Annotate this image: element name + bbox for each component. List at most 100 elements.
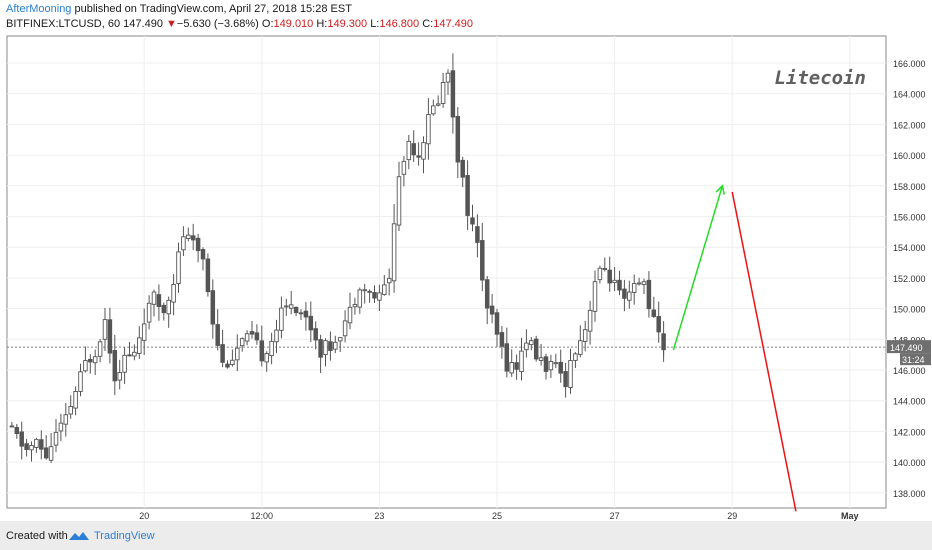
candle-up — [435, 103, 441, 106]
candle-down — [107, 319, 113, 354]
candle-up — [553, 362, 559, 365]
candle-up — [578, 340, 583, 355]
last-price-label: 147.490 — [890, 343, 923, 353]
candle-up — [151, 291, 157, 305]
open-label: O: — [261, 18, 274, 30]
down-arrow-icon: ▼ — [166, 18, 177, 30]
candle-up — [274, 329, 279, 343]
footer-bar: Created with TradingView — [0, 521, 932, 550]
y-tick-label: 156.000 — [893, 213, 926, 223]
candle-up — [284, 305, 289, 308]
candle-up — [73, 391, 78, 409]
candle-down — [156, 294, 162, 308]
candle-up — [166, 299, 171, 315]
countdown-label: 31:24 — [902, 355, 925, 365]
x-tick-label: 27 — [610, 511, 620, 521]
ohlc-line: BITFINEX:LTCUSD, 60 147.490 ▼−5.630 (−3.… — [6, 18, 473, 30]
candle-down — [514, 362, 519, 370]
close-value: 147.490 — [433, 18, 473, 30]
candle-down — [210, 290, 216, 325]
created-with-label: Created with — [6, 530, 68, 542]
candle-up — [362, 289, 367, 292]
candle-down — [465, 175, 470, 216]
publish-line: AfterMooning published on TradingView.co… — [6, 3, 352, 15]
candle-down — [313, 328, 318, 341]
y-tick-label: 152.000 — [893, 274, 926, 284]
candle-up — [582, 329, 588, 342]
tradingview-link[interactable]: TradingView — [94, 530, 155, 542]
candle-up — [342, 320, 348, 337]
close-label: C: — [422, 18, 434, 30]
candle-up — [529, 340, 534, 346]
candle-down — [475, 226, 480, 243]
candle-down — [298, 312, 304, 315]
candle-down — [372, 292, 377, 299]
candle-up — [141, 323, 147, 341]
x-tick-label: 23 — [374, 511, 384, 521]
candle-up — [386, 277, 392, 284]
plot-area[interactable] — [6, 35, 887, 509]
candle-up — [83, 360, 88, 372]
candle-down — [367, 290, 372, 293]
candle-up — [176, 251, 181, 284]
candle-down — [494, 312, 500, 335]
candle-up — [146, 302, 152, 323]
candle-up — [602, 268, 608, 270]
chart-header: AfterMooning published on TradingView.co… — [0, 0, 932, 34]
candle-up — [269, 340, 274, 357]
candle-up — [9, 425, 15, 428]
candle-down — [19, 431, 24, 447]
candle-down — [161, 304, 167, 314]
candle-down — [195, 237, 201, 252]
candle-up — [592, 281, 598, 312]
candle-down — [480, 240, 485, 281]
candle-down — [254, 332, 260, 341]
y-tick-label: 154.000 — [893, 243, 926, 253]
price-axis[interactable]: 138.000140.000142.000144.000146.000148.0… — [887, 59, 931, 499]
candle-up — [333, 341, 338, 350]
y-tick-label: 142.000 — [893, 427, 926, 437]
candle-up — [63, 414, 69, 425]
candle-up — [34, 438, 39, 448]
candle-down — [617, 279, 622, 291]
high-value: 149.300 — [327, 18, 368, 30]
candle-down — [303, 310, 309, 318]
candle-up — [181, 236, 186, 251]
candle-up — [401, 160, 407, 175]
candle-down — [533, 338, 539, 360]
candle-up — [244, 333, 250, 342]
candle-up — [68, 406, 73, 415]
chart-title: Litecoin — [774, 67, 866, 89]
change-value: −5.630 (−3.68%) — [176, 18, 259, 30]
candle-up — [587, 309, 593, 332]
candle-down — [489, 305, 495, 315]
candle-down — [558, 361, 563, 374]
candle-up — [538, 357, 544, 361]
candle-up — [102, 319, 108, 340]
candle-up — [627, 291, 632, 301]
x-tick-label: 25 — [492, 511, 502, 521]
price-chart[interactable]: 138.000140.000142.000144.000146.000148.0… — [0, 0, 932, 521]
candle-up — [382, 284, 387, 295]
candle-up — [92, 356, 98, 364]
candle-up — [137, 337, 142, 354]
author-link[interactable]: AfterMooning — [6, 3, 72, 15]
symbol-label[interactable]: BITFINEX:LTCUSD, 60 — [6, 18, 121, 30]
candle-down — [127, 354, 132, 357]
candle-up — [53, 431, 59, 446]
published-text: published on TradingView.com, April 27, … — [71, 3, 352, 15]
candle-down — [293, 306, 299, 314]
y-tick-label: 146.000 — [893, 366, 926, 376]
candle-up — [396, 176, 402, 226]
candle-up — [239, 338, 245, 347]
open-value: 149.010 — [273, 18, 314, 30]
candle-up — [264, 353, 269, 363]
candle-down — [112, 350, 118, 382]
candle-up — [357, 289, 363, 308]
y-tick-label: 162.000 — [893, 120, 926, 130]
candle-down — [646, 279, 652, 310]
candle-down — [651, 309, 657, 317]
y-tick-label: 138.000 — [893, 489, 926, 499]
tradingview-logo-icon[interactable] — [68, 529, 90, 547]
